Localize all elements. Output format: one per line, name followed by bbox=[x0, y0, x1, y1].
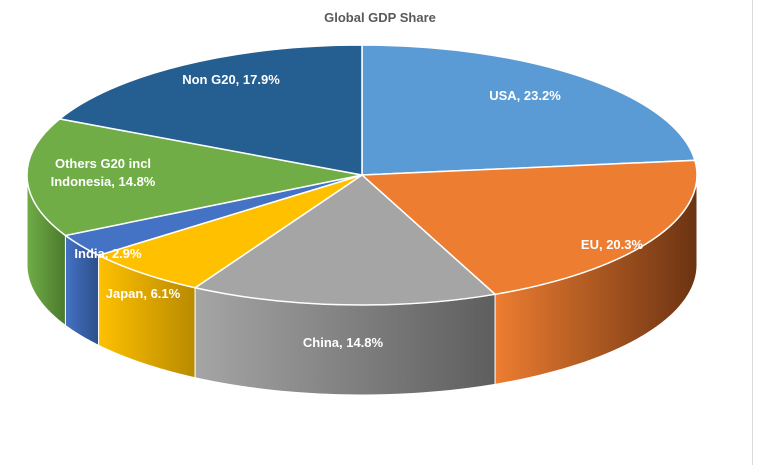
slice-others-g20-incl-indonesia bbox=[26, 118, 363, 237]
slice-eu bbox=[360, 159, 698, 296]
slice-non-g20 bbox=[58, 44, 363, 176]
label-non-g20: Non G20, 17.9% bbox=[182, 72, 280, 87]
label-china: China, 14.8% bbox=[303, 335, 384, 350]
chart-title: Global GDP Share bbox=[324, 10, 436, 25]
pie-tops bbox=[26, 44, 698, 306]
slice-usa bbox=[361, 44, 696, 176]
label-india: India, 2.9% bbox=[74, 246, 142, 261]
label-eu: EU, 20.3% bbox=[581, 237, 644, 252]
label-usa: USA, 23.2% bbox=[489, 88, 561, 103]
pie-sides bbox=[26, 174, 698, 396]
pie-labels: USA, 23.2% EU, 20.3% China, 14.8% Japan, 6.… bbox=[51, 72, 644, 350]
chart-border bbox=[752, 0, 753, 465]
slice-china bbox=[193, 174, 497, 306]
label-japan: Japan, 6.1% bbox=[106, 286, 181, 301]
slice-japan bbox=[96, 174, 363, 289]
label-others-g20-incl-indonesia: Others G20 incl Indonesia, 14.8% bbox=[51, 156, 156, 189]
